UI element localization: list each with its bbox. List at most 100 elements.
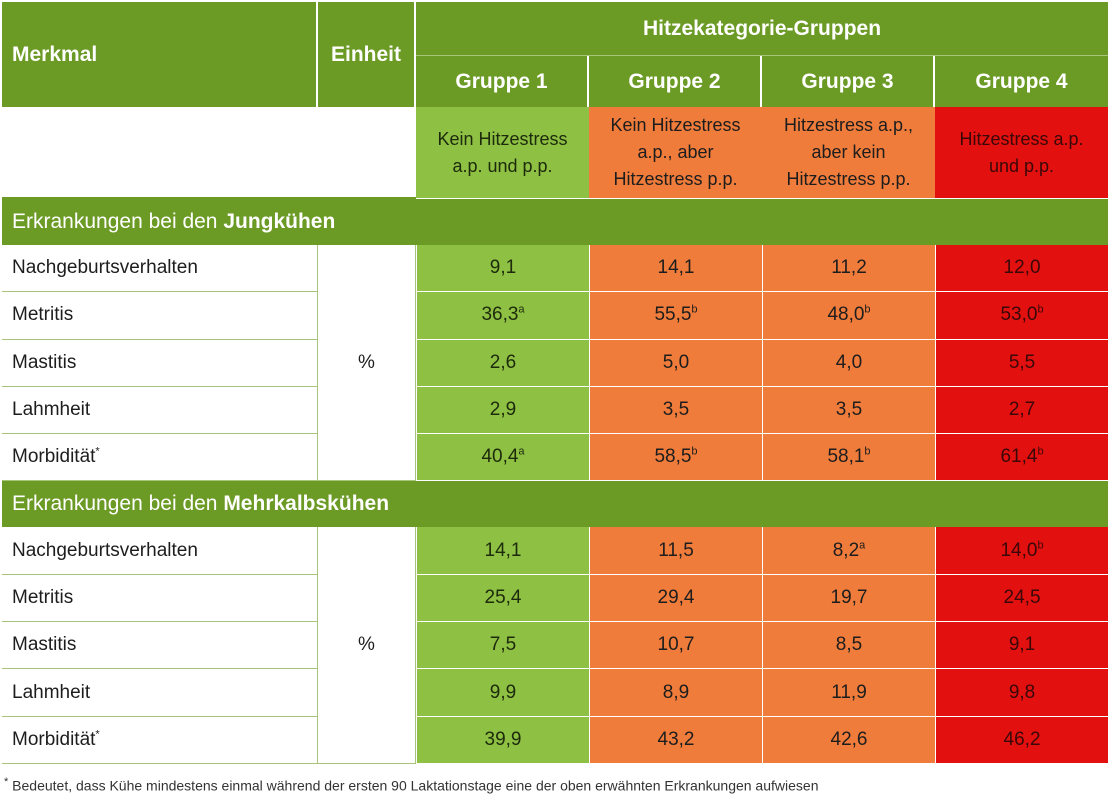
description-blank-einheit <box>318 107 416 199</box>
value-cell-group-2: 14,1 <box>589 245 762 293</box>
row-label: Metritis <box>2 292 318 340</box>
value-text: 9,9 <box>489 681 517 703</box>
value-cell-group-3: 42,6 <box>762 716 935 764</box>
section-title-prefix: Erkrankungen bei den <box>12 210 224 233</box>
table-row: Lahmheit 9,9 8,9 11,9 9,8 <box>2 669 1109 717</box>
value-text: 58,1 <box>827 446 865 468</box>
value-cell-group-1: 40,4a <box>416 434 589 482</box>
value-cell-group-2: 55,5b <box>589 292 762 340</box>
value-text: 5,5 <box>1008 351 1036 373</box>
value-cell-group-2: 29,4 <box>589 574 762 623</box>
value-text: 36,3 <box>481 304 519 326</box>
section-title-prefix: Erkrankungen bei den <box>12 492 224 516</box>
value-cell-group-1: 2,6 <box>416 339 589 387</box>
value-cell-group-1: 7,5 <box>416 622 589 670</box>
table-row: Morbidität* 39,9 43,2 42,6 46,2 <box>2 716 1109 764</box>
value-text: 4,0 <box>835 351 863 373</box>
value-text: 39,9 <box>484 728 522 750</box>
value-cell-group-4: 46,2 <box>935 716 1109 764</box>
value-cell-group-2: 8,9 <box>589 669 762 717</box>
value-cell-group-4: 2,7 <box>935 386 1109 435</box>
value-cell-group-3: 48,0b <box>762 292 935 340</box>
value-text: 53,0 <box>1000 304 1038 326</box>
value-cell-group-4: 9,8 <box>935 669 1109 717</box>
value-cell-group-1: 9,9 <box>416 669 589 717</box>
value-text: 9,1 <box>1008 634 1036 656</box>
significance-letter: b <box>864 446 871 458</box>
value-text: 12,0 <box>1003 257 1041 279</box>
group-description-line: Hitzestress a.p., <box>783 115 914 135</box>
value-text: 46,2 <box>1003 728 1041 750</box>
group-description-line: und p.p. <box>988 155 1055 176</box>
value-cell-group-1: 39,9 <box>416 716 589 764</box>
header-einheit: Einheit <box>318 2 416 107</box>
section-header-row: Erkrankungen bei den Mehrkalbskühen <box>2 481 1109 528</box>
value-cell-group-2: 58,5b <box>589 434 762 482</box>
group-description-line: Hitzestress p.p. <box>613 169 738 189</box>
value-cell-group-2: 11,5 <box>589 527 762 575</box>
value-text: 3,5 <box>662 399 690 421</box>
group-description-line: Kein Hitzestress <box>610 115 741 135</box>
description-blank-merkmal <box>2 107 318 199</box>
value-cell-group-1: 36,3a <box>416 292 589 340</box>
value-cell-group-4: 24,5 <box>935 574 1109 623</box>
header-merkmal: Merkmal <box>2 2 318 107</box>
value-cell-group-3: 3,5 <box>762 386 935 435</box>
significance-letter: a <box>518 446 525 458</box>
header-row-top: Merkmal Einheit Hitzekategorie-Gruppen <box>2 2 1109 107</box>
value-text: 7,5 <box>489 634 517 656</box>
header-group-4: Gruppe 4 <box>935 56 1109 107</box>
value-cell-group-3: 58,1b <box>762 434 935 482</box>
row-label: Lahmheit <box>2 669 318 717</box>
row-label-text: Nachgeburtsverhalten <box>12 539 198 561</box>
value-text: 55,5 <box>654 304 692 326</box>
value-cell-group-3: 19,7 <box>762 574 935 623</box>
value-cell-group-2: 10,7 <box>589 622 762 670</box>
value-cell-group-1: 2,9 <box>416 386 589 435</box>
unit-cell: % <box>318 245 416 482</box>
value-text: 10,7 <box>657 634 695 656</box>
table-row: Nachgeburtsverhalten% 14,1 11,5 8,2a 14,0b <box>2 527 1109 764</box>
significance-letter: b <box>691 446 698 458</box>
row-label: Morbidität* <box>2 716 318 764</box>
value-cell-group-2: 5,0 <box>589 339 762 387</box>
significance-letter: a <box>859 539 866 552</box>
value-cell-group-4: 14,0b <box>935 527 1109 575</box>
significance-letter: b <box>1037 446 1044 458</box>
group-description-line: Kein Hitzestress <box>437 128 568 149</box>
value-text: 2,7 <box>1008 399 1036 421</box>
row-label-text: Nachgeburtsverhalten <box>12 257 198 279</box>
row-label-text: Metritis <box>12 586 74 608</box>
value-text: 14,1 <box>484 539 522 561</box>
value-text: 11,2 <box>831 257 867 279</box>
row-label-text: Mastitis <box>12 351 77 373</box>
row-label-text: Lahmheit <box>12 399 91 421</box>
value-text: 29,4 <box>657 586 695 608</box>
header-group-title: Hitzekategorie-Gruppen <box>416 2 1109 56</box>
value-text: 48,0 <box>827 304 865 326</box>
value-text: 8,5 <box>835 634 863 656</box>
table-row: Metritis 25,4 29,4 19,7 24,5 <box>2 574 1109 623</box>
header-group-1: Gruppe 1 <box>416 56 589 107</box>
significance-letter: b <box>864 304 871 317</box>
value-text: 24,5 <box>1003 586 1041 608</box>
value-text: 14,1 <box>657 257 695 279</box>
row-label-text: Metritis <box>12 304 74 326</box>
group-description-line: aber kein <box>811 142 886 162</box>
row-label-footnote-marker: * <box>95 446 100 458</box>
table-row: Lahmheit 2,9 3,5 3,5 2,7 <box>2 386 1109 435</box>
value-cell-group-3: 8,2a <box>762 527 935 575</box>
group-description-line: a.p., aber <box>637 142 714 162</box>
value-text: 19,7 <box>830 586 868 608</box>
row-label: Mastitis <box>2 622 318 670</box>
significance-letter: a <box>518 304 525 317</box>
value-cell-group-1: 14,1 <box>416 527 589 575</box>
value-cell-group-4: 9,1 <box>935 622 1109 670</box>
value-cell-group-3: 4,0 <box>762 339 935 387</box>
table-row: Metritis 36,3a 55,5b 48,0b 53,0b <box>2 292 1109 340</box>
significance-letter: b <box>691 304 698 317</box>
footnote-marker: * <box>4 776 9 788</box>
group-description-line: a.p. und p.p. <box>452 155 553 176</box>
section-title-bold: Mehrkalbskühen <box>223 492 390 516</box>
group-1-description: Kein Hitzestress a.p. und p.p. <box>416 107 589 199</box>
